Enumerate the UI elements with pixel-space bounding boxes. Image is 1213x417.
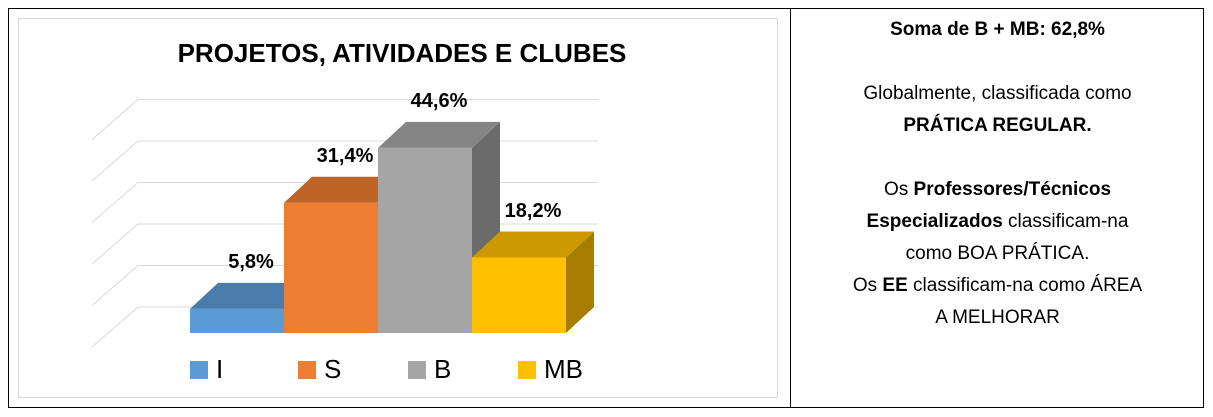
- table-border: [8, 8, 1204, 408]
- grid-line: [91, 99, 598, 140]
- text-panel: Soma de B + MB: 62,8% Globalmente, classi…: [791, 14, 1204, 366]
- text: A MELHORAR: [935, 307, 1060, 328]
- bold-text: PRÁTICA REGULAR.: [903, 115, 1092, 136]
- text: Globalmente, classificada como: [863, 83, 1132, 104]
- legend-swatch: [190, 361, 208, 379]
- bar: [378, 147, 472, 333]
- bar: [472, 257, 566, 333]
- text-line: Os Professores/Técnicos: [791, 174, 1204, 206]
- bar: [284, 202, 378, 333]
- bold-text: Especializados: [866, 211, 1003, 232]
- bar-top: [472, 231, 594, 258]
- text-line: Globalmente, classificada como: [791, 78, 1204, 110]
- text-line: como BOA PRÁTICA.: [791, 238, 1204, 270]
- text-line: Os EE classificam-na como ÁREA: [791, 270, 1204, 302]
- text: como BOA PRÁTICA.: [905, 243, 1090, 264]
- data-label: 31,4%: [317, 145, 374, 167]
- bar-side: [566, 231, 594, 333]
- bold-text: Professores/Técnicos: [913, 179, 1112, 200]
- text: Os: [852, 275, 883, 296]
- legend-label: MB: [544, 354, 583, 384]
- text-line: Soma de B + MB: 62,8%: [791, 14, 1204, 46]
- paragraph: Soma de B + MB: 62,8%: [791, 14, 1204, 46]
- text: classificam-na como ÁREA: [907, 275, 1143, 296]
- legend-label: I: [216, 354, 223, 384]
- paragraph: Os Professores/Técnicos Especializados cl…: [791, 174, 1204, 334]
- legend-label: S: [324, 354, 341, 384]
- text-line: Especializados classificam-na: [791, 206, 1204, 238]
- bar: [190, 308, 284, 333]
- paragraph: Globalmente, classificada como PRÁTICA RE…: [791, 78, 1204, 142]
- bar-top: [378, 121, 500, 148]
- column-divider: [790, 8, 791, 408]
- bar-top: [284, 176, 406, 203]
- legend-swatch: [298, 361, 316, 379]
- text-line: A MELHORAR: [791, 302, 1204, 334]
- legend-swatch: [408, 361, 426, 379]
- data-label: 44,6%: [411, 90, 468, 112]
- bold-text: Soma de B + MB: 62,8%: [890, 19, 1105, 40]
- bold-text: EE: [882, 275, 908, 296]
- text-line: PRÁTICA REGULAR.: [791, 110, 1204, 142]
- chart-title: PROJETOS, ATIVIDADES E CLUBES: [178, 38, 627, 68]
- data-label: 18,2%: [505, 200, 562, 222]
- legend-swatch: [518, 361, 536, 379]
- data-label: 5,8%: [228, 251, 274, 273]
- legend-label: B: [434, 354, 451, 384]
- text: classificam-na: [1002, 211, 1129, 232]
- bar-top: [190, 282, 312, 309]
- chart: PROJETOS, ATIVIDADES E CLUBES 5,8% 31,4% 4…: [18, 18, 778, 398]
- text: Os: [883, 179, 914, 200]
